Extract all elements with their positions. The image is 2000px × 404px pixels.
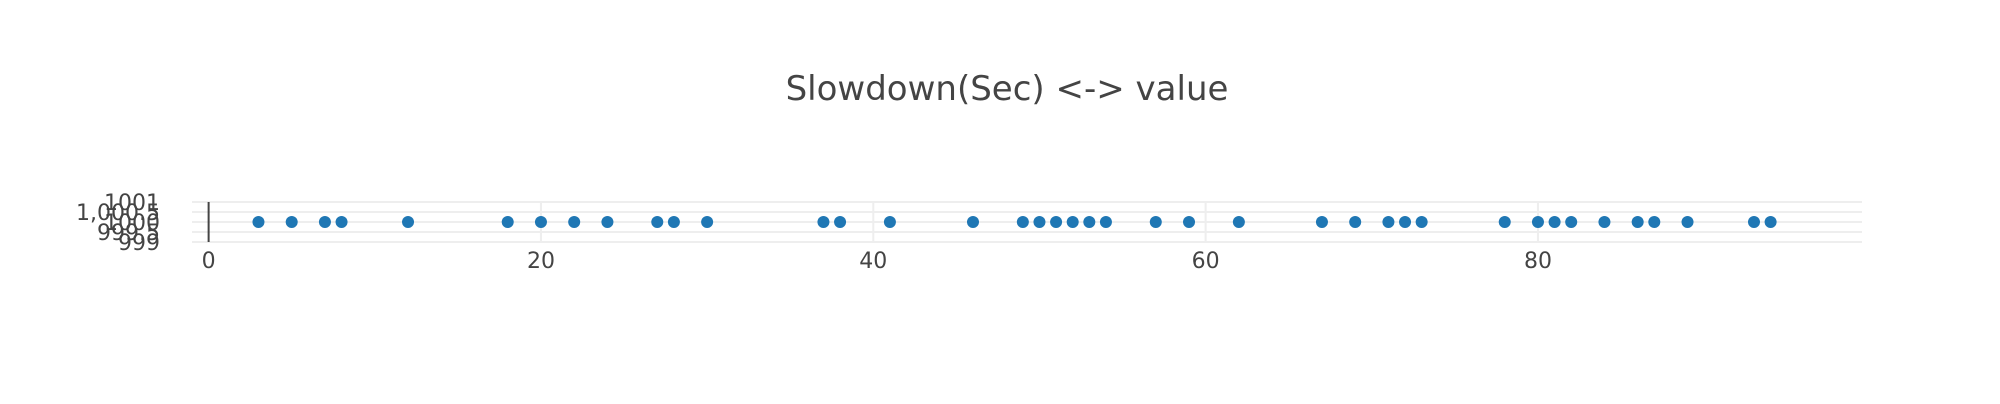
- y-tick-label: 1,000.5: [76, 201, 160, 226]
- data-point: [883, 216, 896, 228]
- x-tick-label: 80: [1524, 249, 1552, 274]
- y-tick-label: 1001: [104, 191, 160, 216]
- data-point: [1498, 216, 1511, 228]
- x-tick-label: 60: [1192, 249, 1220, 274]
- data-point: [1531, 216, 1544, 228]
- data-point: [1183, 216, 1196, 228]
- data-point: [501, 216, 514, 228]
- data-point: [601, 216, 614, 228]
- data-point: [1315, 216, 1328, 228]
- data-point: [1232, 216, 1245, 228]
- data-point: [1747, 216, 1760, 228]
- data-point: [318, 216, 331, 228]
- data-point: [667, 216, 680, 228]
- x-tick-label: 40: [859, 249, 887, 274]
- x-tick-label: 0: [202, 249, 216, 274]
- chart-title: Slowdown(Sec) <-> value: [786, 69, 1229, 109]
- data-point: [701, 216, 714, 228]
- data-point: [1066, 216, 1079, 228]
- data-point: [1631, 216, 1644, 228]
- data-point: [1648, 216, 1661, 228]
- data-point-layer: [252, 216, 1777, 228]
- data-point: [285, 216, 298, 228]
- data-point: [651, 216, 664, 228]
- data-point: [402, 216, 415, 228]
- data-point: [1050, 216, 1063, 228]
- data-point: [1099, 216, 1112, 228]
- data-point: [1548, 216, 1561, 228]
- data-point: [1681, 216, 1694, 228]
- data-point: [834, 216, 847, 228]
- data-point: [1016, 216, 1029, 228]
- data-point: [1598, 216, 1611, 228]
- data-point: [1083, 216, 1096, 228]
- data-point: [1033, 216, 1046, 228]
- data-point: [1399, 216, 1412, 228]
- data-point: [1565, 216, 1578, 228]
- x-tick-label: 20: [527, 249, 555, 274]
- y-tick-label: 1000: [104, 211, 160, 236]
- data-point: [1764, 216, 1777, 228]
- data-point: [1349, 216, 1362, 228]
- data-point: [1382, 216, 1395, 228]
- data-point: [568, 216, 581, 228]
- data-point: [966, 216, 979, 228]
- data-point: [335, 216, 348, 228]
- data-point: [252, 216, 265, 228]
- y-tick-label: 999: [118, 231, 160, 256]
- data-point: [1149, 216, 1162, 228]
- y-tick-label: 999.5: [97, 221, 160, 246]
- data-point: [534, 216, 547, 228]
- data-point: [817, 216, 830, 228]
- data-point: [1415, 216, 1428, 228]
